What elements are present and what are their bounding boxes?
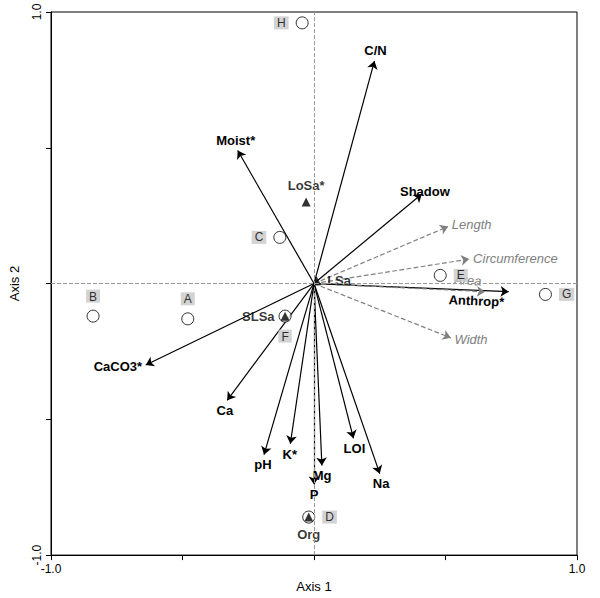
svg-text:Na: Na [373, 476, 390, 491]
svg-text:-1.0: -1.0 [30, 544, 44, 566]
svg-text:LoSa*: LoSa* [288, 178, 326, 193]
svg-text:G: G [562, 287, 571, 301]
svg-text:P: P [309, 487, 319, 503]
svg-text:CaCO3*: CaCO3* [94, 359, 143, 374]
svg-text:F: F [281, 330, 288, 344]
svg-text:C/N: C/N [364, 43, 386, 58]
svg-text:Anthrop*: Anthrop* [448, 292, 505, 309]
svg-text:D: D [325, 510, 334, 524]
svg-text:SLSa: SLSa [242, 309, 275, 324]
svg-text:Length: Length [452, 217, 492, 232]
svg-text:-1.0: -1.0 [41, 562, 62, 576]
svg-text:C: C [255, 230, 264, 244]
svg-text:H: H [277, 16, 286, 30]
svg-text:Width: Width [454, 332, 487, 347]
svg-text:Org: Org [297, 527, 320, 542]
svg-text:Circumference: Circumference [473, 251, 558, 266]
svg-text:A: A [184, 292, 192, 306]
svg-text:Mg: Mg [313, 468, 332, 483]
svg-text:Moist*: Moist* [216, 133, 256, 148]
svg-text:Axis 2: Axis 2 [7, 266, 22, 301]
svg-text:E: E [457, 268, 465, 282]
svg-text:1.0: 1.0 [569, 562, 586, 576]
svg-text:LOI: LOI [344, 441, 366, 456]
svg-text:Axis 1: Axis 1 [296, 579, 331, 594]
svg-text:LSa: LSa [327, 273, 352, 288]
svg-text:B: B [89, 290, 97, 304]
svg-text:1.0: 1.0 [30, 3, 44, 20]
svg-text:Ca: Ca [217, 403, 234, 418]
svg-text:K*: K* [283, 447, 298, 462]
svg-text:pH: pH [254, 457, 271, 472]
svg-text:Shadow: Shadow [400, 184, 451, 199]
